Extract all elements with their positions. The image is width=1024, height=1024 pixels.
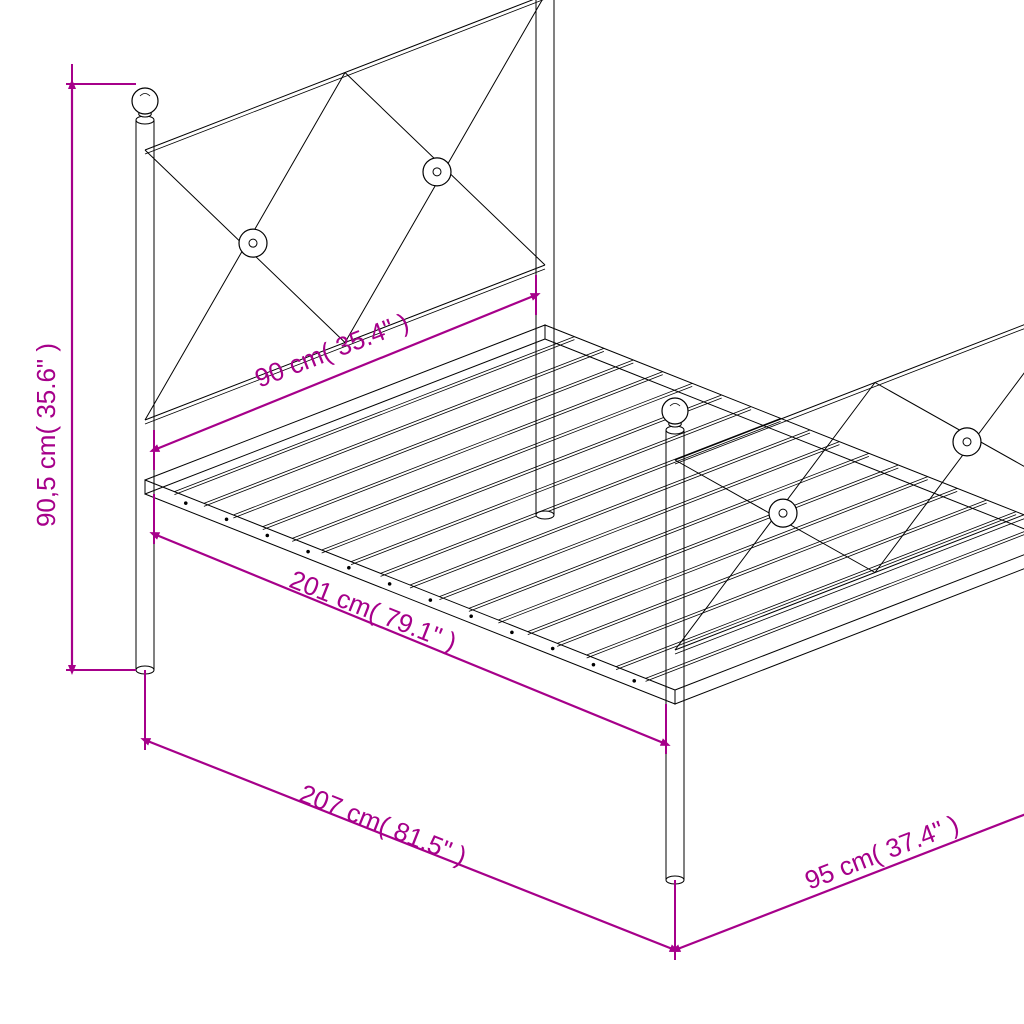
dim-outer-length-label: 207 cm( 81.5" ): [296, 778, 471, 871]
dim-height-label: 90,5 cm( 35.6" ): [31, 343, 61, 527]
dim-outer-width-label: 95 cm( 37.4" ): [801, 809, 963, 896]
dim-inner-width-label: 90 cm( 35.4" ): [251, 307, 413, 394]
